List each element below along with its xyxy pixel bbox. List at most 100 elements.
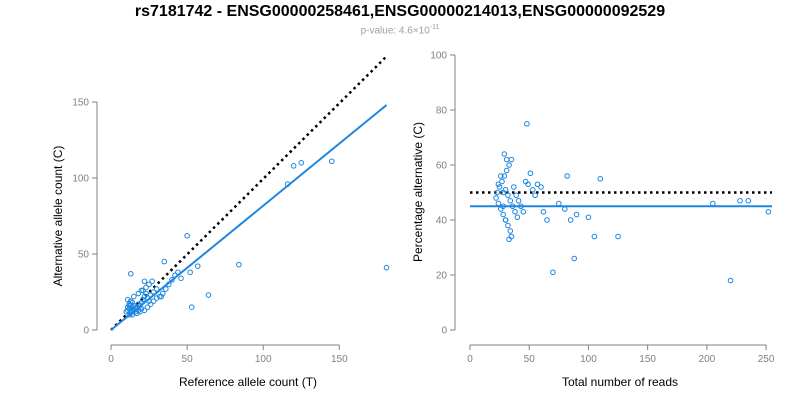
right-data-point xyxy=(525,181,531,188)
right-data-point xyxy=(567,217,574,223)
left-axes: 0 50 100 150 0 50 100 150 xyxy=(72,98,348,366)
left-data-point xyxy=(146,281,152,288)
left-data-point xyxy=(144,295,151,301)
left-ylabel: Alternative allele count (C) xyxy=(51,146,65,287)
right-data-point xyxy=(544,217,550,223)
left-data-point xyxy=(138,305,145,312)
right-marks xyxy=(470,120,772,284)
left-y-tick-label: 150 xyxy=(72,98,89,109)
left-y-tick-label: 0 xyxy=(83,326,89,337)
right-data-point xyxy=(709,200,716,207)
right-data-point xyxy=(524,120,530,127)
left-data-point xyxy=(187,269,193,276)
left-data-point xyxy=(141,307,148,314)
panel-left: Reference allele count (T) Alternative a… xyxy=(51,55,390,389)
right-data-point xyxy=(507,228,514,234)
right-data-point xyxy=(518,203,524,210)
right-data-point xyxy=(512,208,518,215)
right-y-tick-label: 100 xyxy=(430,51,447,62)
right-data-point xyxy=(513,192,519,199)
right-data-point xyxy=(745,197,752,204)
left-data-point xyxy=(127,270,134,277)
right-data-point xyxy=(591,233,598,240)
left-data-point xyxy=(150,298,157,304)
right-data-point xyxy=(503,167,510,174)
left-data-point xyxy=(149,278,155,285)
right-data-point xyxy=(494,189,501,196)
left-data-point xyxy=(138,299,145,306)
left-data-point xyxy=(135,290,142,297)
right-data-point xyxy=(496,184,503,190)
right-y-tick-label: 80 xyxy=(436,106,448,117)
left-data-point xyxy=(131,293,137,300)
left-data-point xyxy=(159,290,166,297)
left-data-point xyxy=(175,269,181,276)
left-y-tick-label: 100 xyxy=(72,174,89,185)
left-data-point xyxy=(153,286,160,292)
right-data-point xyxy=(508,233,515,240)
right-data-point xyxy=(615,233,621,240)
left-data-point xyxy=(144,304,151,311)
right-x-tick-label: 150 xyxy=(639,354,656,365)
left-fit-line xyxy=(110,104,388,331)
left-data-point xyxy=(126,312,133,318)
left-data-point xyxy=(147,301,154,307)
left-x-tick-label: 50 xyxy=(182,354,194,365)
left-data-point xyxy=(161,258,168,265)
left-data-point xyxy=(236,261,242,268)
right-axes: 0 50 100 150 200 250 0 20 40 60 80 100 xyxy=(430,51,775,366)
left-data-point xyxy=(298,160,305,166)
left-data-point xyxy=(135,301,142,307)
left-data-point xyxy=(124,296,131,303)
left-data-point xyxy=(143,284,149,291)
left-marks xyxy=(110,55,390,331)
left-data-point xyxy=(141,293,148,300)
right-data-point xyxy=(501,173,508,179)
right-data-point xyxy=(737,197,743,204)
right-data-point xyxy=(527,170,534,177)
right-data-point xyxy=(500,211,506,218)
right-data-point xyxy=(529,186,536,193)
left-data-point xyxy=(284,181,291,187)
left-data-point xyxy=(383,264,390,271)
right-data-point xyxy=(493,195,499,201)
left-data-point xyxy=(127,302,134,309)
right-data-point xyxy=(508,156,515,163)
right-data-point xyxy=(506,162,512,168)
right-data-point xyxy=(556,200,562,207)
left-data-point xyxy=(184,232,190,239)
right-x-tick-label: 0 xyxy=(467,354,473,365)
left-x-tick-label: 0 xyxy=(108,354,114,365)
right-x-tick-label: 50 xyxy=(524,354,536,365)
left-data-point xyxy=(124,304,131,311)
right-data-point xyxy=(497,173,504,179)
right-y-tick-label: 20 xyxy=(436,271,448,282)
right-data-point xyxy=(532,192,538,199)
right-data-point xyxy=(561,206,568,212)
right-y-tick-label: 60 xyxy=(436,161,448,172)
left-x-tick-label: 100 xyxy=(255,354,272,365)
left-data-point xyxy=(163,286,169,292)
left-x-tick-label: 150 xyxy=(331,354,348,365)
right-data-point xyxy=(564,173,570,179)
right-data-point xyxy=(505,222,511,229)
right-data-point xyxy=(499,178,505,185)
right-xlabel: Total number of reads xyxy=(562,375,678,389)
right-data-point xyxy=(597,175,604,182)
subtitle-exponent: -11 xyxy=(429,24,440,31)
right-data-point xyxy=(509,203,516,210)
right-data-point xyxy=(500,203,506,210)
right-data-point xyxy=(538,184,544,190)
right-data-point xyxy=(511,184,517,190)
chart-subtitle: p-value: 4.6×10-11 xyxy=(0,24,800,36)
right-data-point xyxy=(502,186,509,193)
right-x-tick-label: 100 xyxy=(580,354,597,365)
right-y-tick-label: 0 xyxy=(441,326,447,337)
left-data-point xyxy=(141,278,148,285)
chart-title: rs7181742 - ENSG00000258461,ENSG00000214… xyxy=(134,3,666,20)
left-data-point xyxy=(135,307,142,314)
right-data-point xyxy=(501,151,508,157)
right-data-point xyxy=(585,214,592,221)
right-data-point xyxy=(571,255,578,262)
